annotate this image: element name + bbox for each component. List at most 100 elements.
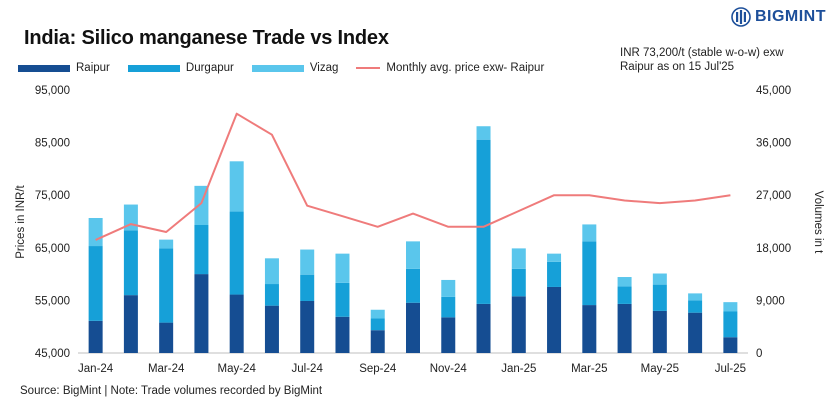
bar-raipur-nov-24 <box>441 317 456 353</box>
bar-durgapur-oct-24 <box>406 268 420 303</box>
bar-durgapur-jan-24 <box>88 246 103 321</box>
bar-raipur-sep-24 <box>370 330 385 353</box>
legend-swatch-vizag <box>251 64 304 72</box>
y-tick-label-left: 65,000 <box>35 243 70 255</box>
x-tick-label: Mar-25 <box>571 363 607 375</box>
bar-vizag-jan-24 <box>88 217 103 247</box>
bar-durgapur-jan-25 <box>511 268 526 297</box>
legend-item-price: Monthly avg. price exw- Raipur <box>356 62 544 74</box>
x-tick-label: Sep-24 <box>359 363 397 375</box>
bar-raipur-jul-25 <box>723 337 738 353</box>
x-tick-label: May-25 <box>641 363 679 375</box>
bar-raipur-apr-24 <box>194 274 209 353</box>
y-tick-label-left: 85,000 <box>35 138 70 150</box>
bar-vizag-jun-25 <box>688 293 703 301</box>
price-note: INR 73,200/t (stable w-o-w) exw Raipur a… <box>620 46 825 74</box>
bar-vizag-dec-24 <box>476 126 491 140</box>
bar-raipur-jan-25 <box>511 296 526 353</box>
bar-vizag-jun-24 <box>264 258 279 285</box>
bar-raipur-jun-25 <box>688 312 703 353</box>
chart-title: India: Silico manganese Trade vs Index <box>24 27 389 49</box>
legend-label-durgapur: Durgapur <box>185 62 234 74</box>
bar-raipur-oct-24 <box>406 302 420 353</box>
legend-label-vizag: Vizag <box>309 62 339 74</box>
bar-vizag-nov-24 <box>441 279 456 297</box>
y-axis-label-left: Prices in INR/t <box>15 184 27 258</box>
bar-raipur-may-24 <box>229 294 244 353</box>
legend-item-raipur: Raipur <box>18 62 110 74</box>
source-note: Source: BigMint | Note: Trade volumes re… <box>20 385 323 397</box>
y-tick-label-left: 55,000 <box>35 295 70 307</box>
bar-vizag-may-24 <box>229 161 244 212</box>
x-tick-label: Jul-25 <box>715 363 746 375</box>
price-note-line2: Raipur as on 15 Jul'25 <box>620 61 735 73</box>
bar-vizag-feb-25 <box>547 253 562 262</box>
bar-vizag-mar-24 <box>159 239 174 249</box>
y-tick-label-right: 45,000 <box>756 85 791 97</box>
bar-raipur-may-25 <box>652 310 667 353</box>
bar-durgapur-jul-24 <box>300 274 315 301</box>
bar-vizag-feb-24 <box>123 204 138 231</box>
bar-raipur-jul-24 <box>300 300 315 353</box>
legend-label-price: Monthly avg. price exw- Raipur <box>386 62 545 74</box>
bar-raipur-jan-24 <box>88 320 103 353</box>
bar-vizag-oct-24 <box>406 241 420 269</box>
bar-durgapur-feb-24 <box>123 230 138 296</box>
bar-raipur-mar-24 <box>159 322 174 353</box>
bar-durgapur-apr-25 <box>617 286 632 304</box>
y-tick-label-right: 27,000 <box>756 190 791 202</box>
bar-durgapur-sep-24 <box>370 318 385 331</box>
y-axis-label-right: Volumes in t <box>812 191 824 254</box>
bar-durgapur-mar-25 <box>582 241 597 306</box>
bar-raipur-feb-24 <box>123 295 138 353</box>
x-tick-label: May-24 <box>218 363 257 375</box>
legend-swatch-durgapur <box>127 64 180 72</box>
chart-legend: Raipur Durgapur Vizag Monthly avg. price… <box>18 62 562 74</box>
bar-vizag-aug-24 <box>335 253 350 283</box>
y-tick-label-right: 18,000 <box>756 243 791 255</box>
legend-label-raipur: Raipur <box>76 62 110 74</box>
bar-vizag-sep-24 <box>370 309 385 319</box>
x-tick-label: Jul-24 <box>292 363 324 375</box>
bar-vizag-jan-25 <box>511 248 526 269</box>
bar-raipur-feb-25 <box>547 286 562 353</box>
bar-durgapur-jul-25 <box>723 311 738 338</box>
x-tick-label: Nov-24 <box>430 363 468 375</box>
bar-durgapur-feb-25 <box>547 261 562 287</box>
bar-vizag-jul-25 <box>723 302 738 312</box>
bar-vizag-jul-24 <box>300 249 315 275</box>
y-tick-label-left: 45,000 <box>35 348 70 360</box>
bar-durgapur-jun-24 <box>264 284 279 306</box>
bar-raipur-jun-24 <box>264 305 279 353</box>
x-tick-label: Jan-25 <box>501 363 536 375</box>
x-tick-label: Jan-24 <box>78 363 114 375</box>
bar-durgapur-apr-24 <box>194 225 209 275</box>
bar-vizag-mar-25 <box>582 224 597 242</box>
bigmint-logo: BIGMINT <box>731 6 826 28</box>
legend-item-durgapur: Durgapur <box>127 62 234 74</box>
y-tick-label-left: 95,000 <box>35 85 70 97</box>
bar-vizag-may-25 <box>652 273 667 285</box>
y-tick-label-right: 36,000 <box>756 138 791 150</box>
chart-area: Prices in INR/t Volumes in t 45,000 55,00… <box>15 85 824 375</box>
price-note-line1: INR 73,200/t (stable w-o-w) exw <box>620 47 784 59</box>
y-tick-label-left: 75,000 <box>35 190 70 202</box>
bigmint-logo-text: BIGMINT <box>754 8 826 25</box>
legend-swatch-raipur <box>18 64 70 72</box>
bar-raipur-dec-24 <box>476 303 491 353</box>
bar-durgapur-dec-24 <box>476 139 491 304</box>
price-line <box>95 112 731 241</box>
bar-vizag-apr-25 <box>617 277 632 287</box>
bar-durgapur-mar-24 <box>159 248 174 323</box>
bar-raipur-mar-25 <box>582 305 597 353</box>
y-tick-label-right: 9,000 <box>756 295 785 307</box>
legend-item-vizag: Vizag <box>251 62 339 74</box>
bar-raipur-aug-24 <box>335 316 350 353</box>
bar-durgapur-nov-24 <box>441 296 456 318</box>
y-tick-label-right: 0 <box>756 348 762 360</box>
bar-durgapur-aug-24 <box>335 282 350 317</box>
bar-durgapur-may-25 <box>652 284 667 311</box>
x-tick-label: Mar-24 <box>148 363 185 375</box>
legend-swatch-price <box>356 67 381 69</box>
bar-durgapur-jun-25 <box>688 300 703 313</box>
